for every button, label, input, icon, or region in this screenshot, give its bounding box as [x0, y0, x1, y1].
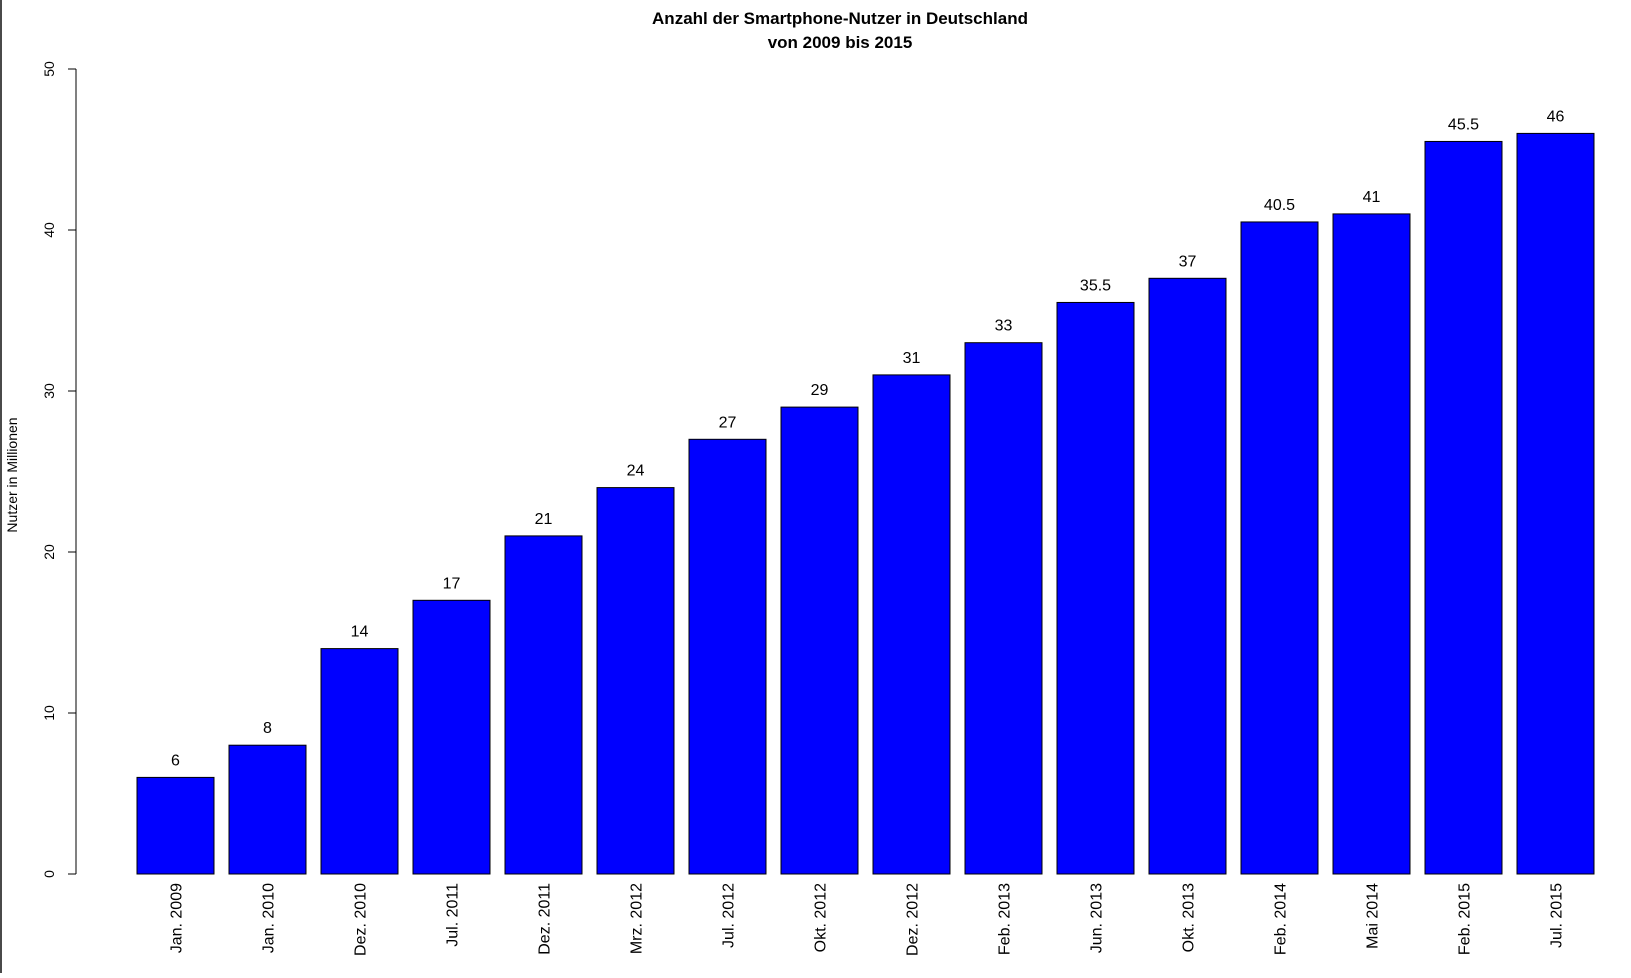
bar-value-label: 21 [535, 511, 553, 528]
bar-value-label: 24 [627, 463, 645, 480]
x-tick-label: Jan. 2009 [169, 883, 186, 953]
bar [1240, 221, 1319, 875]
x-tick-label: Jan. 2010 [261, 883, 278, 953]
y-tick-label: 10 [41, 705, 57, 721]
bar-value-label: 17 [443, 575, 461, 592]
y-tick-label: 0 [41, 870, 57, 878]
x-tick-label: Mrz. 2012 [629, 883, 646, 954]
bar-value-label: 40.5 [1264, 197, 1295, 214]
y-tick-label: 40 [41, 222, 57, 238]
bar [780, 406, 859, 875]
bar-value-label: 45.5 [1448, 116, 1479, 133]
bar [1148, 277, 1227, 875]
x-tick-label: Okt. 2013 [1181, 883, 1198, 952]
bar [412, 599, 491, 875]
chart-subtitle: von 2009 bis 2015 [768, 33, 913, 52]
x-tick-label: Jul. 2011 [445, 883, 462, 947]
x-tick-label: Jul. 2015 [1549, 883, 1566, 948]
left-edge-border [0, 0, 2, 973]
bar [504, 535, 583, 875]
bar [688, 438, 767, 875]
x-tick-label: Feb. 2015 [1457, 883, 1474, 955]
bar [136, 776, 215, 875]
y-tick-label: 50 [41, 61, 57, 77]
bars-group [136, 132, 1595, 875]
bar [1056, 301, 1135, 875]
y-tick-label: 20 [41, 544, 57, 560]
x-tick-label: Jul. 2012 [721, 883, 738, 948]
y-tick-label: 30 [41, 383, 57, 399]
value-labels-group: 6 8 14 17 21 24 27 29 31 33 35.5 37 40.5 41 45.5 46 [171, 108, 1564, 769]
bar-value-label: 27 [719, 414, 737, 431]
x-tick-label: Feb. 2013 [997, 883, 1014, 955]
x-tick-label: Dez. 2011 [537, 883, 554, 955]
x-tick-label: Dez. 2010 [353, 883, 370, 956]
bar-value-label: 46 [1547, 108, 1565, 125]
x-tick-label: Feb. 2014 [1273, 883, 1290, 955]
bar-value-label: 6 [171, 752, 180, 769]
y-axis: 0 10 20 30 40 50 [41, 61, 77, 878]
x-tick-label: Okt. 2012 [813, 883, 830, 952]
bar-value-label: 33 [995, 318, 1013, 335]
bar-value-label: 14 [351, 624, 369, 641]
x-tick-label: Mai 2014 [1365, 883, 1382, 949]
bar [1332, 213, 1411, 875]
bar-value-label: 8 [263, 720, 272, 737]
x-tick-label: Dez. 2012 [905, 883, 922, 956]
bar [1516, 132, 1595, 875]
bar-value-label: 37 [1179, 253, 1197, 270]
x-tick-label: Jun. 2013 [1089, 883, 1106, 953]
y-axis-label: Nutzer in Millionen [4, 417, 20, 532]
bar-value-label: 41 [1363, 189, 1381, 206]
bar [596, 487, 675, 875]
bar-value-label: 31 [903, 350, 921, 367]
bar-value-label: 29 [811, 382, 829, 399]
bar [872, 374, 951, 875]
bar [320, 648, 399, 875]
bar-value-label: 35.5 [1080, 277, 1111, 294]
chart-title: Anzahl der Smartphone-Nutzer in Deutschl… [652, 9, 1028, 28]
x-tick-labels-group: Jan. 2009 Jan. 2010 Dez. 2010 Jul. 2011 Dez.… [169, 883, 1566, 956]
bar [1424, 140, 1503, 875]
bar [228, 744, 307, 875]
title-group: Anzahl der Smartphone-Nutzer in Deutschl… [652, 9, 1028, 52]
bar [964, 342, 1043, 875]
